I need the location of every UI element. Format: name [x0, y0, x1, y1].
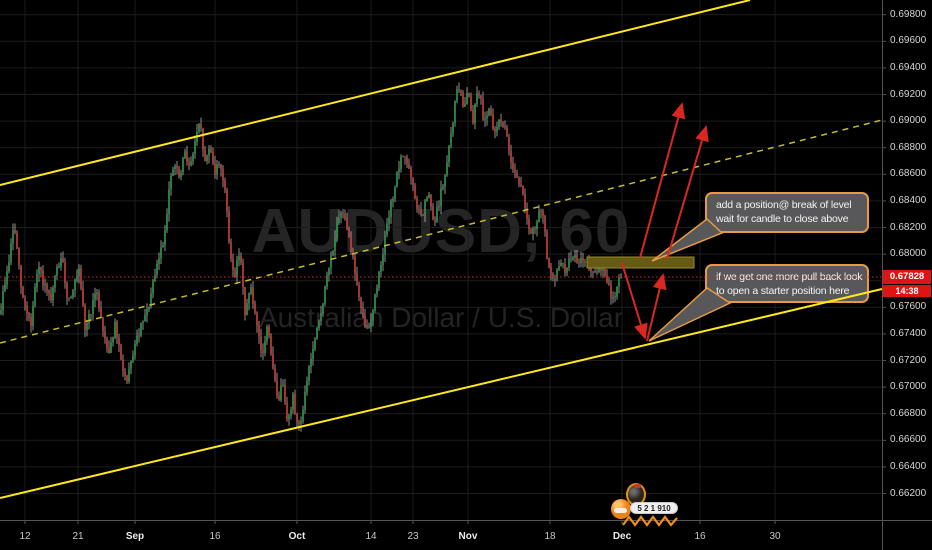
time-tick-label: 18 — [544, 531, 556, 542]
price-tick-label: 0.69200 — [890, 88, 927, 100]
time-tick-label: 14 — [365, 531, 377, 542]
price-tick-label: 0.67400 — [890, 327, 927, 339]
price-tick-label: 0.69400 — [890, 61, 927, 73]
candlestick-series — [0, 82, 622, 432]
time-tick-label: Dec — [612, 531, 632, 542]
last-price-label: 0.67828 — [883, 270, 931, 284]
sticker-scribble — [622, 515, 678, 527]
callout-starter-position[interactable]: if we get one more pull back look to ope… — [705, 264, 869, 303]
price-tick-label: 0.68200 — [890, 221, 927, 233]
emoji-sticker-orange[interactable] — [611, 499, 631, 519]
time-tick-label: 30 — [769, 531, 781, 542]
price-tick-label: 0.69600 — [890, 35, 927, 47]
price-tick-label: 0.66800 — [890, 407, 927, 419]
sticker-label: 5 2 1 910 — [630, 502, 678, 514]
bar-countdown-label: 14:38 — [883, 285, 931, 297]
price-tick-label: 0.68600 — [890, 168, 927, 180]
time-tick-label: 16 — [694, 531, 706, 542]
time-tick-label: 12 — [19, 531, 31, 542]
price-tick-label: 0.66600 — [890, 434, 927, 446]
price-tick-label: 0.66200 — [890, 487, 927, 499]
time-tick-label: Nov — [458, 531, 478, 542]
callout-line: add a position@ break of level — [716, 199, 852, 211]
sticker-cluster[interactable]: 5 2 1 910 — [608, 482, 686, 530]
time-tick-label: 16 — [209, 531, 221, 542]
price-tick-label: 0.69800 — [890, 8, 927, 20]
callout-line: wait for candle to close above — [716, 213, 849, 225]
time-tick-label: Oct — [288, 531, 306, 542]
time-tick-label: Sep — [125, 531, 145, 542]
price-tick-label: 0.66400 — [890, 460, 927, 472]
price-tick-label: 0.68400 — [890, 194, 927, 206]
callout-line: to open a starter position here — [716, 285, 850, 297]
price-tick-label: 0.68000 — [890, 248, 927, 260]
price-tick-label: 0.68800 — [890, 141, 927, 153]
time-tick-label: 23 — [407, 531, 419, 542]
price-tick-label: 0.67200 — [890, 354, 927, 366]
time-tick-label: 21 — [72, 531, 84, 542]
callout-break-of-level[interactable]: add a position@ break of level wait for … — [705, 192, 869, 233]
level-zone-box[interactable] — [586, 256, 695, 269]
price-tick-label: 0.67000 — [890, 381, 927, 393]
gridlines — [0, 0, 882, 520]
price-tick-label: 0.69000 — [890, 115, 927, 127]
price-tick-label: 0.67600 — [890, 301, 927, 313]
callout-line: if we get one more pull back look — [716, 271, 863, 283]
